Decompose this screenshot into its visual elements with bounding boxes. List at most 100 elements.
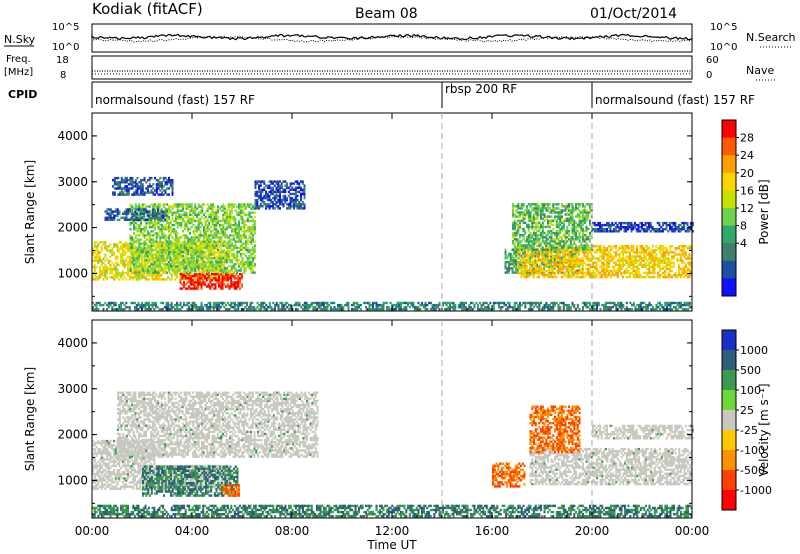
power-echo-cell [242, 222, 244, 224]
power-echo-cell [236, 255, 238, 257]
power-echo-cell [552, 266, 554, 268]
power-echo-cell [283, 191, 285, 193]
power-echo-cell [526, 224, 528, 226]
power-echo-cell [201, 257, 203, 259]
power-echo-cell [551, 246, 553, 248]
power-echo-cell [300, 203, 302, 205]
power-echo-cell [158, 179, 160, 181]
power-echo-cell [151, 222, 153, 224]
power-echo-cell [587, 264, 589, 266]
power-echo-cell [300, 193, 302, 195]
power-echo-cell [598, 245, 600, 247]
power-echo-cell [167, 276, 169, 278]
power-echo-cell [129, 258, 131, 260]
power-echo-cell [519, 255, 521, 257]
power-echo-cell [258, 205, 260, 207]
power-echo-cell [144, 259, 146, 261]
power-echo-cell [110, 260, 112, 262]
power-echo-cell [584, 251, 586, 253]
power-echo-cell [626, 245, 628, 247]
power-echo-cell [566, 270, 568, 272]
power-echo-cell [255, 180, 257, 182]
power-echo-cell [130, 228, 132, 230]
power-echo-cell [172, 191, 174, 193]
power-echo-cell [661, 259, 663, 261]
power-echo-cell [622, 247, 624, 249]
power-echo-cell [96, 258, 98, 260]
power-echo-cell [141, 260, 143, 262]
power-echo-cell [547, 224, 549, 226]
power-echo-cell [643, 264, 645, 266]
power-echo-cell [197, 281, 199, 283]
power-echo-cell [580, 257, 582, 259]
power-echo-cell [512, 255, 514, 257]
power-echo-cell [140, 185, 142, 187]
power-echo-cell [286, 187, 288, 189]
power-echo-cell [124, 249, 126, 251]
power-echo-cell [664, 247, 666, 249]
power-echo-cell [533, 203, 535, 205]
power-echo-cell [249, 226, 251, 228]
power-echo-cell [224, 205, 226, 207]
power-echo-cell [240, 238, 242, 240]
power-echo-cell [201, 281, 203, 283]
power-echo-cell [184, 216, 186, 218]
power-echo-cell [636, 262, 638, 264]
power-echo-cell [106, 247, 108, 249]
power-echo-cell [166, 263, 168, 265]
power-echo-cell [140, 247, 142, 249]
power-echo-cell [304, 187, 306, 189]
power-echo-cell [242, 205, 244, 207]
power-echo-cell [664, 270, 666, 272]
power-echo-cell [250, 203, 252, 205]
power-echo-cell [217, 205, 219, 207]
power-echo-cell [164, 213, 166, 215]
power-echo-cell [279, 191, 281, 193]
power-echo-cell [207, 210, 209, 212]
power-echo-cell [678, 264, 680, 266]
power-echo-cell [103, 258, 105, 260]
power-echo-cell [118, 264, 120, 266]
power-echo-cell [523, 228, 525, 230]
power-echo-cell [233, 205, 235, 207]
power-echo-cell [245, 243, 247, 245]
power-echo-cell [592, 255, 594, 257]
power-echo-cell [135, 179, 137, 181]
power-echo-cell [198, 263, 200, 265]
power-echo-cell [515, 253, 517, 255]
power-echo-cell [524, 230, 526, 232]
power-echo-cell [545, 240, 547, 242]
power-echo-cell [540, 207, 542, 209]
power-echo-cell [127, 243, 129, 245]
power-echo-cell [668, 264, 670, 266]
power-echo-cell [117, 268, 119, 270]
power-echo-cell [613, 257, 615, 259]
power-echo-cell [108, 208, 110, 210]
power-echo-cell [540, 242, 542, 244]
power-echo-cell [201, 283, 203, 285]
power-echo-cell [524, 270, 526, 272]
power-echo-cell [524, 262, 526, 264]
power-echo-cell [210, 230, 212, 232]
power-echo-cell [249, 240, 251, 242]
power-echo-cell [643, 247, 645, 249]
power-echo-cell [217, 249, 219, 251]
power-echo-cell [210, 203, 212, 205]
power-echo-cell [123, 191, 125, 193]
power-echo-cell [161, 181, 163, 183]
power-echo-cell [245, 269, 247, 271]
power-echo-cell [544, 232, 546, 234]
power-echo-cell [573, 255, 575, 257]
power-echo-cell [622, 251, 624, 253]
power-echo-cell [164, 210, 166, 212]
power-echo-cell [293, 207, 295, 209]
power-echo-cell [137, 265, 139, 267]
power-echo-cell [540, 203, 542, 205]
power-echo-cell [163, 236, 165, 238]
power-echo-cell [596, 274, 598, 276]
power-echo-cell [217, 230, 219, 232]
power-echo-cell [120, 258, 122, 260]
power-echo-cell [661, 268, 663, 270]
power-echo-cell [226, 210, 228, 212]
power-echo-cell [120, 272, 122, 274]
